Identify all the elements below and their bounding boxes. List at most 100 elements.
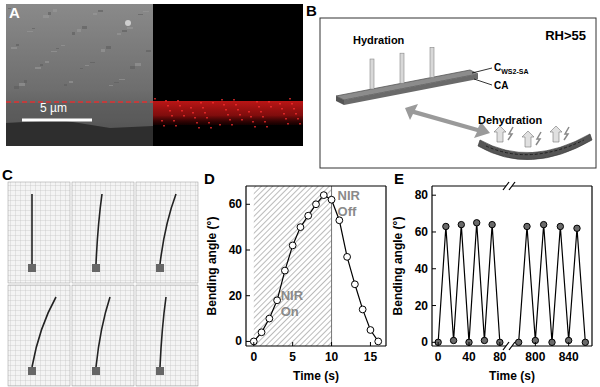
x-tick-label: 15 <box>364 350 378 364</box>
eds-dot <box>198 127 200 129</box>
data-point <box>443 223 449 229</box>
eds-dot <box>266 126 268 128</box>
shaded-region <box>254 186 332 346</box>
layer-label-sub: WS2-SA <box>501 68 528 75</box>
sem-texture <box>35 67 41 69</box>
eds-dot <box>169 110 171 112</box>
eds-dot <box>241 119 243 121</box>
sem-texture <box>72 32 75 35</box>
light-bolt <box>536 132 541 145</box>
eds-dot <box>183 115 185 117</box>
y-axis-label: Bending angle (°) <box>205 217 219 316</box>
data-point <box>549 339 555 345</box>
data-point <box>274 297 281 304</box>
eds-dot <box>200 102 202 104</box>
y-tick-label: 40 <box>415 262 429 276</box>
data-point <box>344 253 351 260</box>
axis-line <box>432 185 506 186</box>
eds-dot <box>239 114 241 116</box>
x-tick <box>535 342 536 346</box>
scale-bar-label: 5 µm <box>40 101 67 115</box>
sem-texture <box>48 12 51 15</box>
sem-texture <box>119 79 125 80</box>
axis-break <box>503 342 509 350</box>
annotation-line: NIR <box>338 188 361 203</box>
eds-dot <box>237 109 239 111</box>
layer-label: CWS2-SA <box>494 62 528 75</box>
panel-label: C <box>2 166 13 183</box>
eds-dot <box>252 121 254 123</box>
eds-dot <box>285 118 287 120</box>
x-tick-label: 10 <box>325 350 339 364</box>
eds-dot <box>165 100 167 102</box>
photo-tile <box>136 285 198 386</box>
eds-dot <box>190 107 192 109</box>
data-point <box>289 242 296 249</box>
data-point <box>450 337 456 343</box>
eds-dot <box>250 116 252 118</box>
x-tick-label: 0 <box>250 350 257 364</box>
x-tick <box>438 342 439 346</box>
sem-texture <box>106 46 111 49</box>
sem-texture <box>53 9 57 12</box>
annotation-line: NIR <box>281 288 304 303</box>
sem-texture <box>130 66 135 69</box>
water-arrow <box>430 47 434 77</box>
sem-texture <box>117 33 121 35</box>
eds-dot <box>248 111 250 113</box>
eds-dot <box>287 123 289 125</box>
sem-texture <box>14 86 19 89</box>
photo-tile <box>8 285 70 386</box>
data-point <box>297 224 304 231</box>
eds-dot <box>173 120 175 122</box>
film-strip <box>160 297 166 367</box>
data-point <box>359 306 366 313</box>
photo-tile <box>72 182 134 283</box>
data-point <box>481 337 487 343</box>
sem-texture <box>61 45 65 46</box>
eds-dot <box>291 103 293 105</box>
sem-texture <box>19 83 25 86</box>
eds-dot <box>179 105 181 107</box>
y-tick <box>246 341 250 342</box>
curved-strip <box>478 134 592 160</box>
sem-texture <box>69 81 73 83</box>
eds-dot <box>293 108 295 110</box>
eds-dot <box>212 102 214 104</box>
film-strip <box>96 194 102 264</box>
eds-dot <box>210 127 212 129</box>
eds-dot <box>208 122 210 124</box>
data-point <box>540 221 546 227</box>
y-axis-label: Bending angle (°) <box>391 217 405 316</box>
data-line <box>519 225 586 343</box>
data-point <box>305 212 312 219</box>
panel-label: A <box>9 4 20 21</box>
data-point <box>328 196 335 203</box>
annotation: NIROff <box>338 188 361 219</box>
condition-label: RH>55 <box>545 28 586 43</box>
photo-tile <box>8 182 70 283</box>
data-line <box>438 223 500 343</box>
sem-texture <box>24 80 27 83</box>
sem-texture <box>101 49 105 52</box>
eds-map <box>153 4 303 146</box>
plot-area <box>250 186 381 346</box>
data-point <box>281 267 288 274</box>
y-tick-label: 60 <box>415 225 429 239</box>
clamp <box>156 264 164 272</box>
sem-texture <box>93 13 97 15</box>
data-point <box>524 223 530 229</box>
vapor-arrow <box>522 131 534 147</box>
eds-dot <box>223 104 225 106</box>
eds-dot <box>233 99 235 101</box>
sem-texture <box>138 14 143 15</box>
data-point <box>375 338 382 345</box>
y-tick-label: 80 <box>415 188 429 202</box>
eds-dot <box>281 108 283 110</box>
y-tick <box>432 195 436 196</box>
eds-dot <box>283 113 285 115</box>
water-arrow <box>400 53 404 83</box>
sem-texture <box>135 63 141 66</box>
eds-dot <box>206 117 208 119</box>
y-tick <box>432 231 436 232</box>
